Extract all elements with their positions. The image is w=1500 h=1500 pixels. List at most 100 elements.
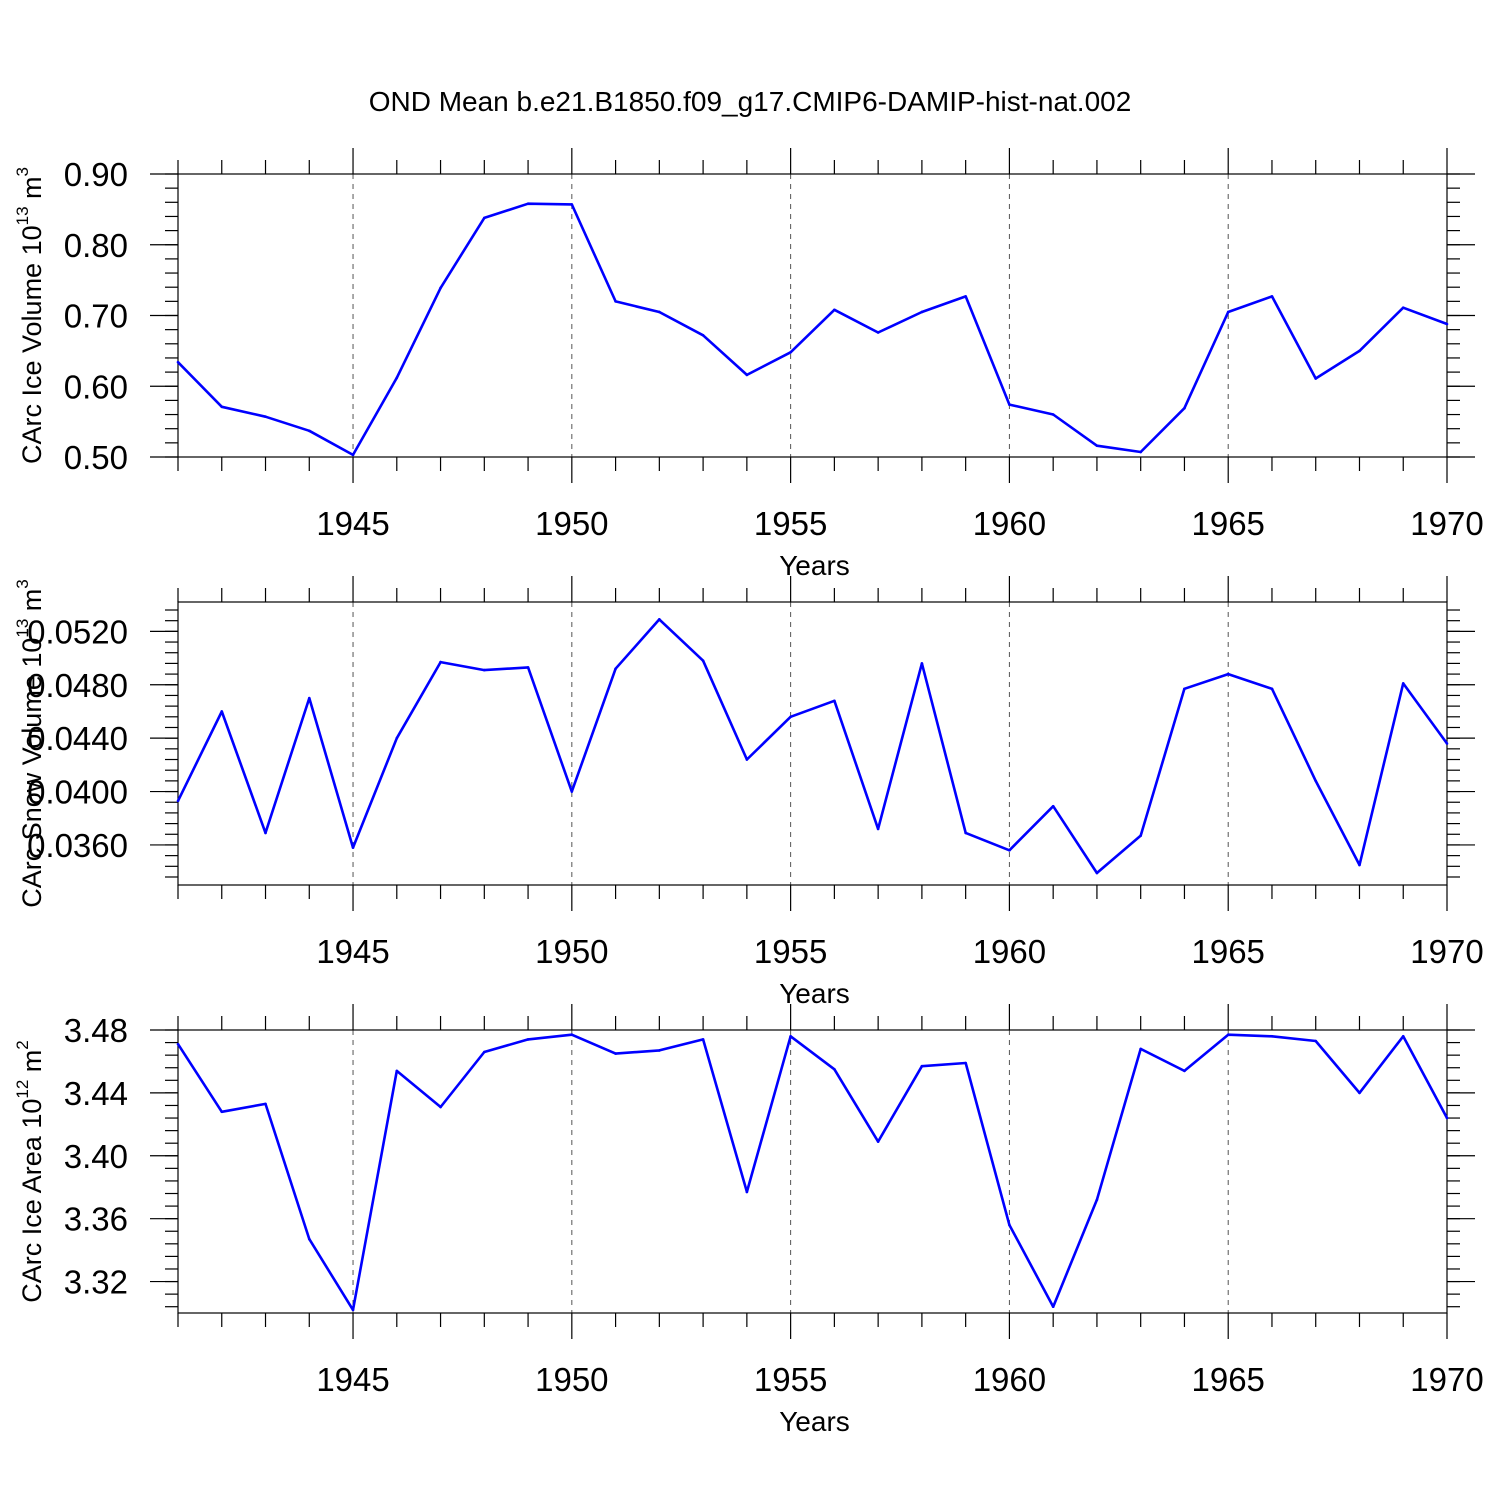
data-point <box>1270 687 1274 691</box>
data-point <box>920 662 924 665</box>
x-tick-label: 1955 <box>754 1361 827 1398</box>
data-point <box>264 415 267 418</box>
data-point <box>526 666 530 669</box>
data-point <box>1139 1047 1142 1051</box>
data-point <box>307 696 311 700</box>
data-point <box>1095 1198 1099 1202</box>
x-tick-label: 1945 <box>316 505 389 542</box>
data-point <box>658 618 661 621</box>
x-tick-label: 1970 <box>1410 933 1483 970</box>
y-tick-label: 0.90 <box>64 156 128 193</box>
x-tick-label: 1945 <box>316 1361 389 1398</box>
x-tick-label: 1970 <box>1410 1361 1483 1398</box>
data-point <box>176 1042 180 1046</box>
series-line <box>176 618 1449 875</box>
data-point <box>483 216 486 220</box>
data-point <box>1270 1034 1274 1038</box>
data-point <box>1095 871 1099 875</box>
data-point <box>1051 413 1055 416</box>
data-point <box>220 1110 224 1114</box>
data-point <box>745 1190 749 1194</box>
y-tick-label: 0.0400 <box>27 774 128 811</box>
y-tick-label: 0.60 <box>64 368 128 405</box>
panel-2: 0.0360 0.0400 0.0440 0.0480 0.0520 1945 1950 19… <box>13 576 1484 1009</box>
data-point <box>439 660 442 664</box>
panel-1: 0.50 0.60 0.70 0.80 0.90 1945 1950 1955 1960 1965… <box>13 148 1484 581</box>
data-point <box>876 827 880 831</box>
data-point <box>1008 403 1011 406</box>
y-tick-label: 3.32 <box>64 1264 128 1301</box>
plot-frame <box>177 1029 1448 1314</box>
data-point <box>701 659 705 663</box>
data-point <box>876 331 880 334</box>
data-point <box>1358 863 1361 867</box>
x-tick-label: 1960 <box>973 505 1046 542</box>
data-point <box>220 710 224 713</box>
data-point <box>307 1237 311 1241</box>
plot-frame <box>177 173 1448 458</box>
y-tick-label: 0.0440 <box>27 720 128 757</box>
data-point <box>1183 1069 1186 1073</box>
data-point <box>351 1308 355 1312</box>
data-point <box>395 736 399 740</box>
panels: 0.50 0.60 0.70 0.80 0.90 1945 1950 1955 1960 1965… <box>13 148 1484 1437</box>
data-point <box>526 1038 530 1041</box>
x-tick-label: 1950 <box>535 505 608 542</box>
data-point <box>1401 682 1405 685</box>
x-tick-label: 1965 <box>1191 505 1264 542</box>
data-point <box>264 831 267 835</box>
data-point <box>351 453 355 457</box>
x-tick-label: 1955 <box>754 933 827 970</box>
data-point <box>1008 1223 1011 1227</box>
x-axis-label: Years <box>779 978 850 1009</box>
data-point <box>1314 1039 1318 1043</box>
y-tick-label: 3.40 <box>64 1138 128 1175</box>
data-point <box>701 1038 705 1041</box>
figure-title: OND Mean b.e21.B1850.f09_g17.CMIP6-DAMIP… <box>369 86 1132 117</box>
data-point <box>220 405 224 409</box>
data-point <box>745 758 749 761</box>
data-point <box>1314 779 1318 783</box>
data-point <box>1445 742 1449 745</box>
y-tick-label: 0.0520 <box>27 613 128 650</box>
x-tick-label: 1960 <box>973 933 1046 970</box>
data-point <box>1008 848 1011 852</box>
series-line <box>177 202 1448 457</box>
data-point <box>1358 1091 1361 1095</box>
data-point <box>658 310 661 314</box>
x-tick-label: 1950 <box>535 933 608 970</box>
data-point <box>176 799 180 803</box>
data-point <box>1051 1305 1055 1309</box>
data-point <box>1401 1034 1405 1038</box>
x-tick-label: 1960 <box>973 1361 1046 1398</box>
data-point <box>658 1049 661 1052</box>
data-point <box>1095 444 1099 447</box>
data-point <box>1183 687 1186 691</box>
data-point <box>1051 804 1055 808</box>
y-tick-label: 0.70 <box>64 298 128 335</box>
x-tick-label: 1965 <box>1191 933 1264 970</box>
y-axis-label: CArc Snow Volume 1013 m3 <box>13 579 47 908</box>
data-point <box>176 360 180 364</box>
data-point <box>395 376 399 380</box>
data-point <box>876 1140 880 1143</box>
y-tick-label: 3.44 <box>64 1075 128 1112</box>
data-point <box>1358 349 1361 353</box>
data-point <box>570 1033 574 1037</box>
y-tick-label: 0.0480 <box>27 667 128 704</box>
x-tick-label: 1970 <box>1410 505 1483 542</box>
data-point <box>614 1052 617 1055</box>
data-point <box>614 667 617 671</box>
data-point <box>439 286 442 290</box>
y-axis-label: CArc Ice Volume 1013 m3 <box>13 167 47 464</box>
data-point <box>1445 1116 1449 1120</box>
data-point <box>833 699 836 703</box>
data-point <box>1445 322 1449 326</box>
data-point <box>1139 834 1142 837</box>
data-point <box>483 668 486 672</box>
data-point <box>789 350 792 354</box>
data-point <box>1183 406 1186 410</box>
plot-frame <box>177 601 1448 886</box>
data-point <box>1139 450 1142 454</box>
data-point <box>964 831 967 835</box>
